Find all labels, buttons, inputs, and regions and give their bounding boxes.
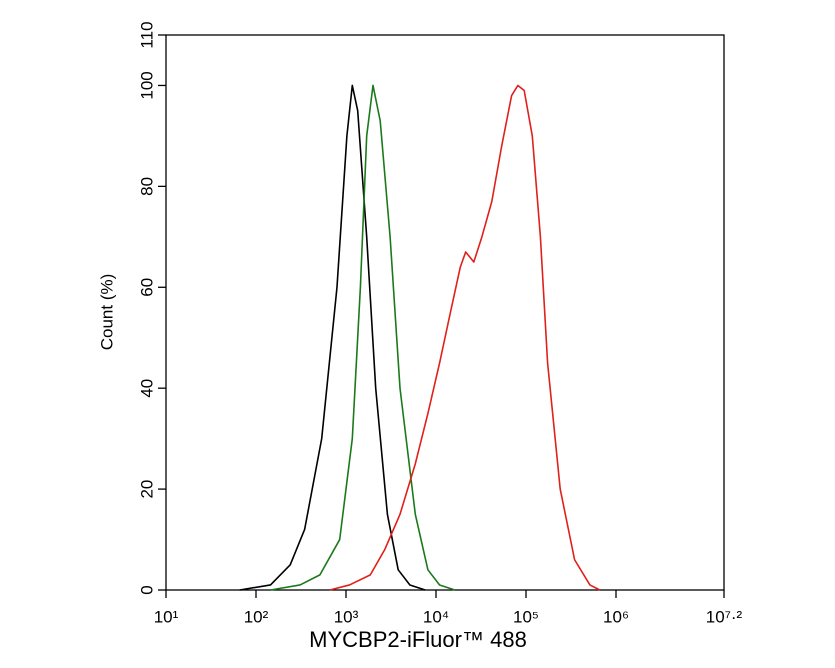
- x-tick-label: 10³: [334, 607, 359, 626]
- series-line: [239, 84, 426, 591]
- y-tick-label: 110: [137, 21, 156, 48]
- x-tick-label: 10⁵: [513, 607, 539, 626]
- y-tick-label: 100: [137, 71, 156, 99]
- x-tick-label: 10²: [244, 607, 269, 626]
- plot-frame: [165, 34, 725, 591]
- y-tick-label: 20: [137, 480, 156, 499]
- x-tick-label: 10⁷·²: [706, 607, 743, 626]
- y-tick-label: 0: [137, 585, 156, 594]
- x-tick-label: 10⁴: [423, 607, 449, 626]
- series-line: [329, 84, 601, 591]
- y-tick-label: 80: [137, 177, 156, 196]
- y-tick-label: 60: [137, 278, 156, 297]
- y-axis-title: Count (%): [97, 274, 116, 351]
- x-tick-label: 10⁶: [603, 607, 629, 626]
- x-tick-label: 10¹: [154, 607, 179, 626]
- x-axis-title: MYCBP2-iFluor™ 488: [309, 627, 527, 652]
- y-tick-label: 40: [137, 379, 156, 398]
- series-line: [270, 84, 456, 591]
